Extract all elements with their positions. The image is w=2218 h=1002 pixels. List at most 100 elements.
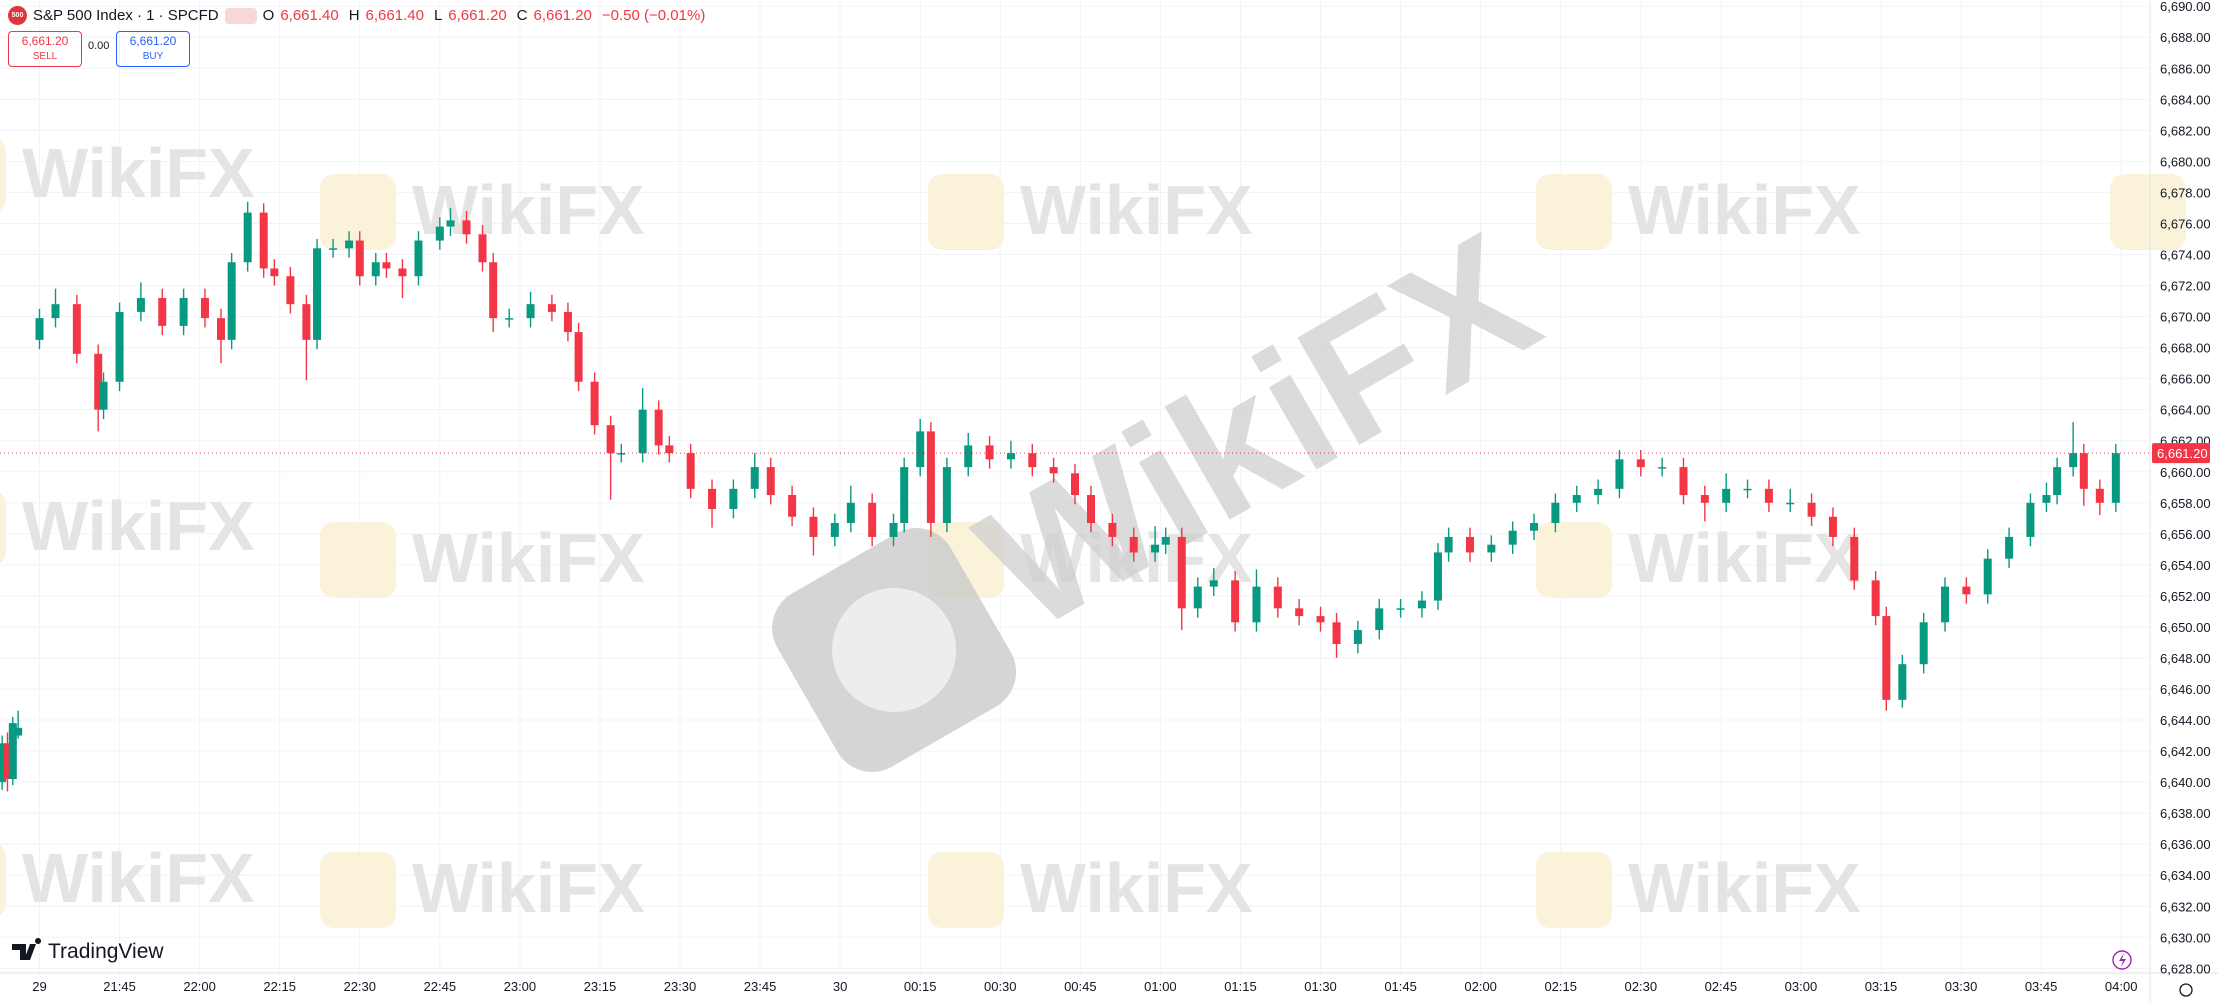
- x-tick-label: 04:00: [2105, 979, 2138, 994]
- y-tick-label: 6,682.00: [2160, 123, 2211, 138]
- candle-body: [1508, 530, 1517, 545]
- x-tick-label: 01:00: [1144, 979, 1177, 994]
- x-tick-label: 22:45: [424, 979, 457, 994]
- candle-body: [462, 220, 471, 235]
- x-tick-label: 01:30: [1304, 979, 1337, 994]
- candle-body: [1700, 495, 1709, 503]
- candle-body: [1252, 586, 1261, 623]
- candle-body: [654, 409, 663, 446]
- candle-body: [900, 467, 909, 523]
- brand-name: TradingView: [48, 940, 164, 963]
- x-tick-label: 03:00: [1785, 979, 1818, 994]
- candle-body: [398, 268, 407, 277]
- y-tick-label: 6,648.00: [2160, 651, 2211, 666]
- y-tick-label: 6,680.00: [2160, 154, 2211, 169]
- x-tick-label: 22:00: [183, 979, 216, 994]
- y-tick-label: 6,676.00: [2160, 216, 2211, 231]
- sell-button[interactable]: 6,661.20 SELL: [8, 31, 82, 67]
- x-tick-label: 02:45: [1705, 979, 1738, 994]
- candle-body: [505, 318, 514, 320]
- y-tick-label: 6,644.00: [2160, 713, 2211, 728]
- watermark-text: WikiFX: [412, 849, 645, 927]
- y-tick-label: 6,656.00: [2160, 527, 2211, 542]
- candle-body: [2079, 453, 2088, 489]
- candle-body: [1193, 586, 1202, 609]
- candle-body: [1375, 608, 1384, 631]
- last-price-tag: [2152, 443, 2210, 464]
- watermark-text: WikiFX: [1628, 849, 1861, 927]
- x-tick-label: 02:00: [1464, 979, 1497, 994]
- candle-body: [809, 516, 818, 537]
- candle-body: [638, 409, 647, 454]
- candle-body: [1882, 616, 1891, 700]
- candle-body: [216, 318, 225, 340]
- y-tick-label: 6,652.00: [2160, 589, 2211, 604]
- candle-body: [563, 311, 572, 333]
- candle-body: [1941, 586, 1950, 623]
- candle-body: [2095, 488, 2104, 503]
- candle-body: [1295, 608, 1304, 617]
- candle-body: [547, 304, 556, 312]
- candle-body: [35, 318, 44, 340]
- candle-body: [1679, 467, 1688, 496]
- y-tick-label: 6,670.00: [2160, 310, 2211, 325]
- candle-body: [115, 311, 124, 382]
- candle-body: [382, 262, 391, 269]
- watermark: WikiFX: [0, 134, 255, 212]
- candle-body: [1417, 600, 1426, 609]
- y-tick-label: 6,638.00: [2160, 806, 2211, 821]
- y-tick-label: 6,688.00: [2160, 30, 2211, 45]
- watermark-text: WikiFX: [1020, 849, 1253, 927]
- symbol-header: 500 S&P 500 Index · 1 · SPCFD O 6,661.40 …: [8, 6, 709, 25]
- last-price-label: 6,661.20: [2157, 446, 2208, 461]
- x-tick-label: 30: [833, 979, 847, 994]
- candle-body: [2053, 467, 2062, 496]
- candle-body: [686, 453, 695, 489]
- y-tick-label: 6,646.00: [2160, 682, 2211, 697]
- x-tick-label: 02:15: [1544, 979, 1577, 994]
- candle-body: [345, 240, 354, 249]
- candle-body: [1071, 473, 1079, 496]
- buy-button[interactable]: 6,661.20 BUY: [116, 31, 190, 67]
- watermark-text: WikiFX: [22, 487, 255, 565]
- candle-body: [2069, 453, 2078, 468]
- y-tick-label: 6,640.00: [2160, 775, 2211, 790]
- x-tick-label: 23:30: [664, 979, 697, 994]
- y-tick-label: 6,672.00: [2160, 279, 2211, 294]
- candle-body: [1983, 558, 1992, 595]
- symbol[interactable]: S&P 500 Index · 1 · SPCFD: [33, 7, 219, 24]
- candle-body: [51, 304, 60, 319]
- x-tick-label: 01:15: [1224, 979, 1257, 994]
- candle-body: [868, 502, 877, 537]
- candle-body: [179, 297, 188, 326]
- watermark: WikiFX: [320, 849, 645, 928]
- change: −0.50 (−0.01%): [601, 7, 706, 24]
- x-tick-label: 23:00: [504, 979, 537, 994]
- candle-body: [270, 268, 279, 277]
- candle-body: [1743, 488, 1752, 491]
- watermark-text: WikiFX: [1020, 171, 1253, 249]
- y-tick-label: 6,658.00: [2160, 496, 2211, 511]
- candle-body: [1658, 467, 1667, 469]
- candle-body: [3, 743, 12, 780]
- x-tick-label: 03:45: [2025, 979, 2058, 994]
- candle-body: [708, 488, 717, 510]
- y-tick-label: 6,636.00: [2160, 837, 2211, 852]
- candle-body: [590, 381, 599, 426]
- candle-body: [243, 212, 252, 263]
- candle-body: [1108, 522, 1117, 537]
- candle-body: [926, 431, 935, 523]
- watermark-text: WikiFX: [22, 134, 255, 212]
- candle-body: [286, 276, 295, 305]
- candle-body: [478, 234, 487, 263]
- candle-body: [1396, 608, 1405, 610]
- candle-body: [1028, 453, 1037, 468]
- candle-body: [1129, 536, 1138, 553]
- x-tick-label: 22:30: [343, 979, 376, 994]
- candle-body: [1551, 502, 1560, 523]
- x-tick-label: 23:45: [744, 979, 777, 994]
- candle-body: [1177, 536, 1186, 609]
- watermark-text: WikiFX: [22, 839, 255, 917]
- candle-body: [1151, 544, 1160, 553]
- candle-body: [1615, 459, 1624, 489]
